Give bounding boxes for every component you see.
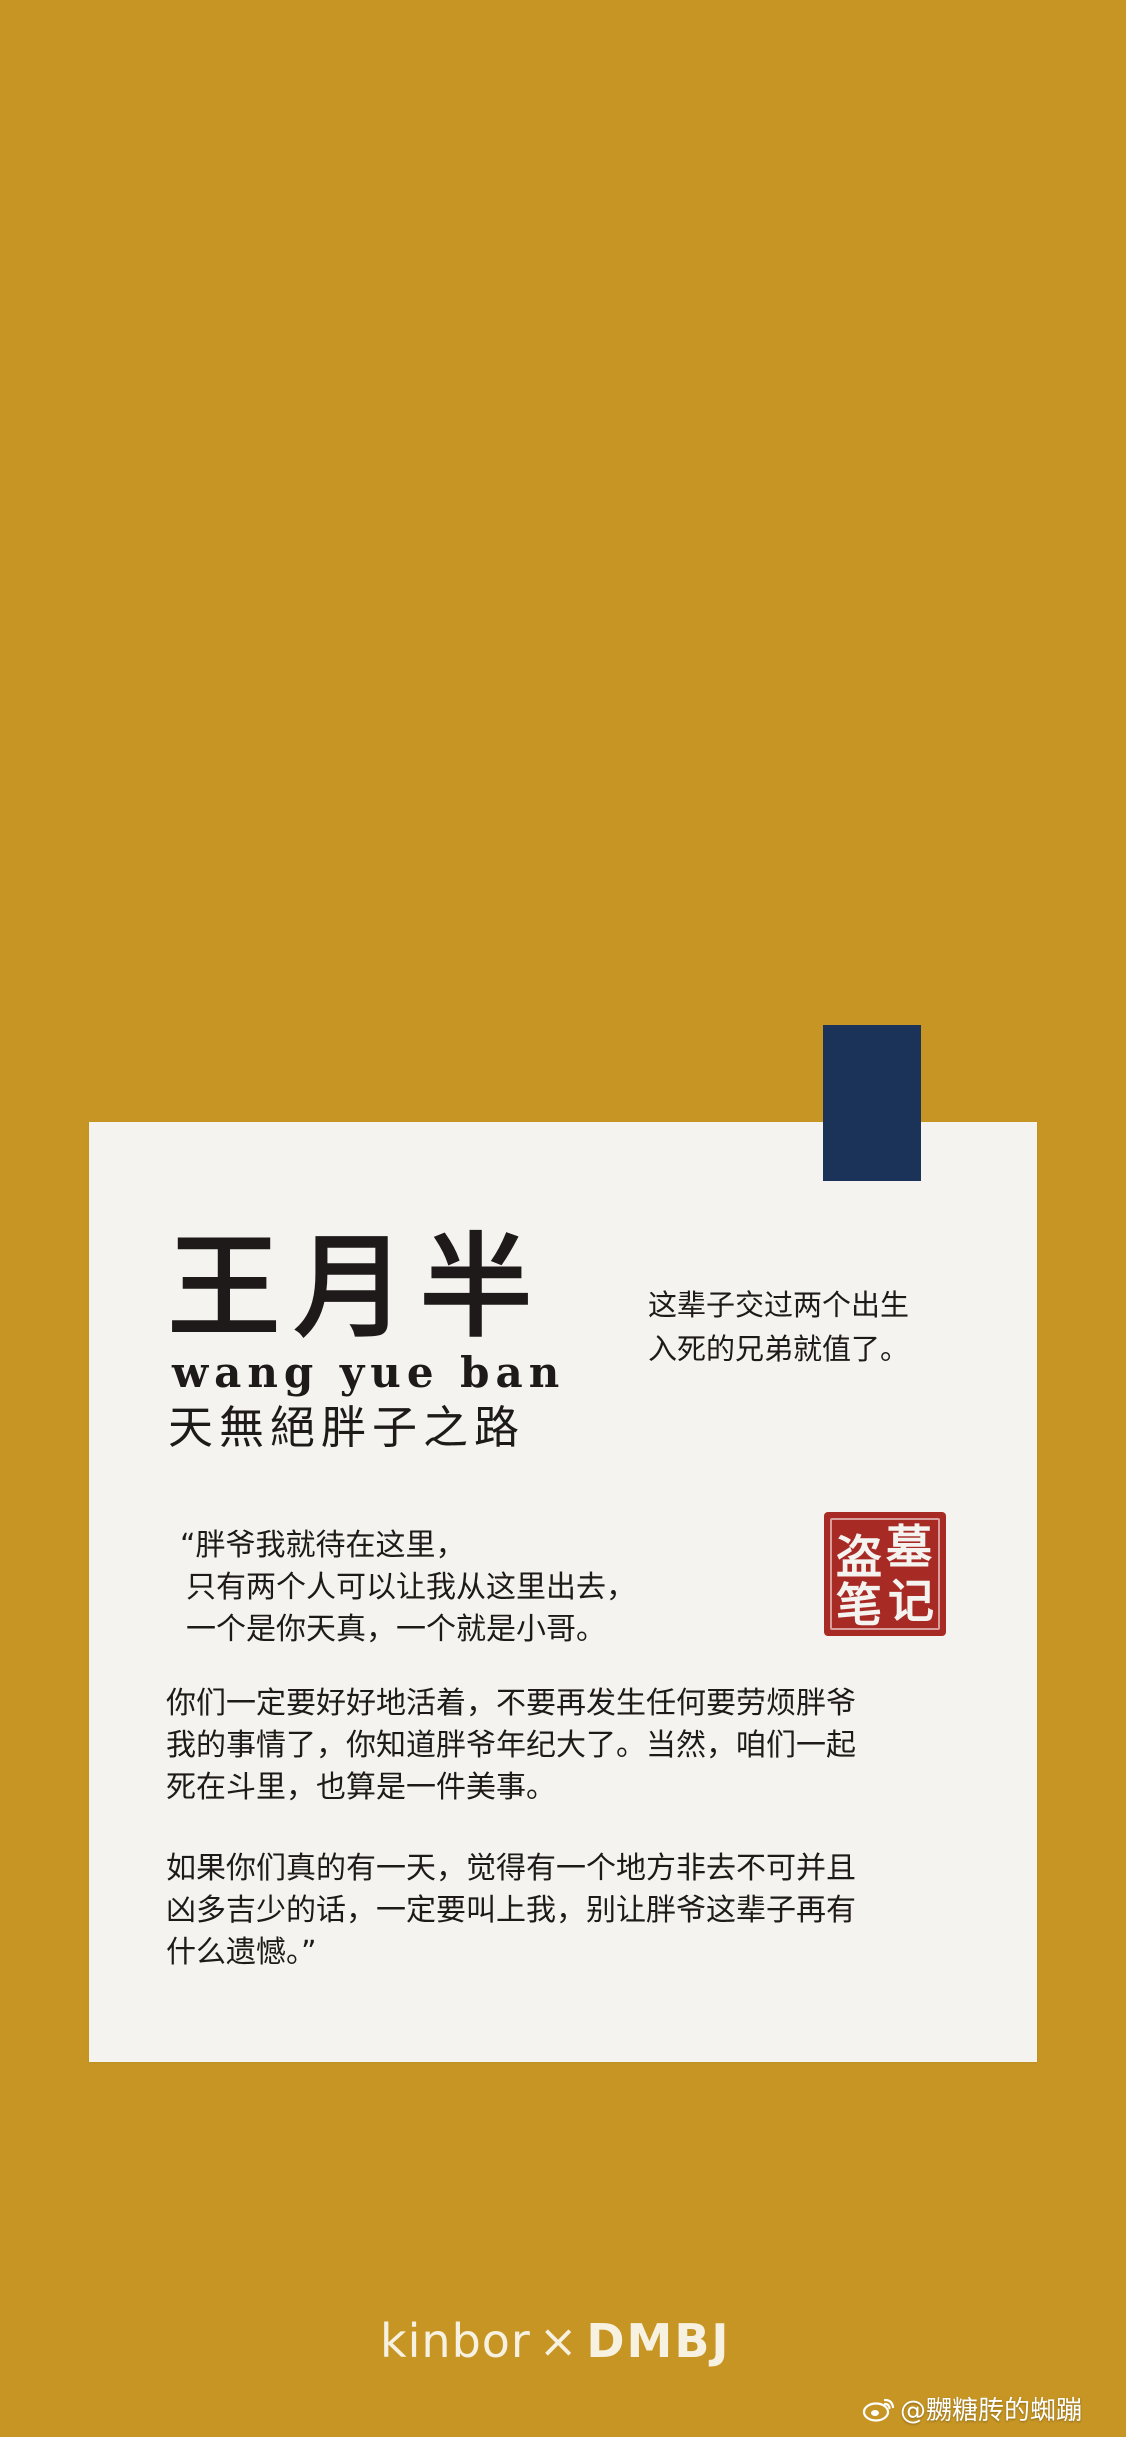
quote-intro: “胖爷我就待在这里， 只有两个人可以让我从这里出去， 一个是你天真，一个就是小哥…	[180, 1525, 980, 1651]
seal-char: 记	[888, 1574, 934, 1628]
side-quote-line: 这辈子交过两个出生	[648, 1288, 910, 1322]
quote-line: 我的事情了，你知道胖爷年纪大了。当然，咱们一起	[166, 1728, 856, 1763]
quote-paragraph-2: 如果你们真的有一天，觉得有一个地方非去不可并且 凶多吉少的话，一定要叫上我，别让…	[166, 1848, 966, 1974]
watermark-text: @嬲糖䏝的蜘蹦	[900, 2396, 1083, 2426]
weibo-icon	[862, 2396, 896, 2427]
daomu-biji-seal: 墓 盗 记 笔	[824, 1512, 946, 1636]
paper-tab	[823, 1025, 921, 1181]
quote-line: 只有两个人可以让我从这里出去，	[186, 1570, 636, 1605]
seal-char: 盗	[836, 1530, 882, 1584]
character-name-chinese: 王月半	[168, 1222, 546, 1353]
character-motto: 天無絕胖子之路	[168, 1401, 526, 1454]
quote-line: 如果你们真的有一天，觉得有一个地方非去不可并且	[166, 1851, 856, 1886]
collab-separator: ×	[538, 2314, 579, 2368]
quote-line: 凶多吉少的话，一定要叫上我，别让胖爷这辈子再有	[166, 1893, 856, 1928]
seal-char: 笔	[836, 1578, 882, 1632]
quote-paragraph-1: 你们一定要好好地活着，不要再发生任何要劳烦胖爷 我的事情了，你知道胖爷年纪大了。…	[166, 1683, 966, 1809]
quote-line: 一个是你天真，一个就是小哥。	[186, 1612, 606, 1647]
dmbj-logo: DMBJ	[586, 2314, 731, 2368]
quote-line: 什么遗憾。”	[166, 1935, 317, 1970]
brand-logo: kinbor × DMBJ	[380, 2318, 731, 2364]
side-quote: 这辈子交过两个出生 入死的兄弟就值了。	[648, 1283, 988, 1371]
quote-line: 你们一定要好好地活着，不要再发生任何要劳烦胖爷	[166, 1686, 856, 1721]
weibo-watermark: @嬲糖䏝的蜘蹦	[862, 2396, 1082, 2427]
quote-line: “胖爷我就待在这里，	[180, 1528, 466, 1563]
kinbor-logo: kinbor	[380, 2314, 531, 2368]
quote-line: 死在斗里，也算是一件美事。	[166, 1770, 556, 1805]
character-name-pinyin: wang yue ban	[172, 1348, 566, 1397]
seal-border	[830, 1518, 940, 1630]
seal-char: 墓	[886, 1520, 932, 1574]
side-quote-line: 入死的兄弟就值了。	[648, 1332, 910, 1366]
